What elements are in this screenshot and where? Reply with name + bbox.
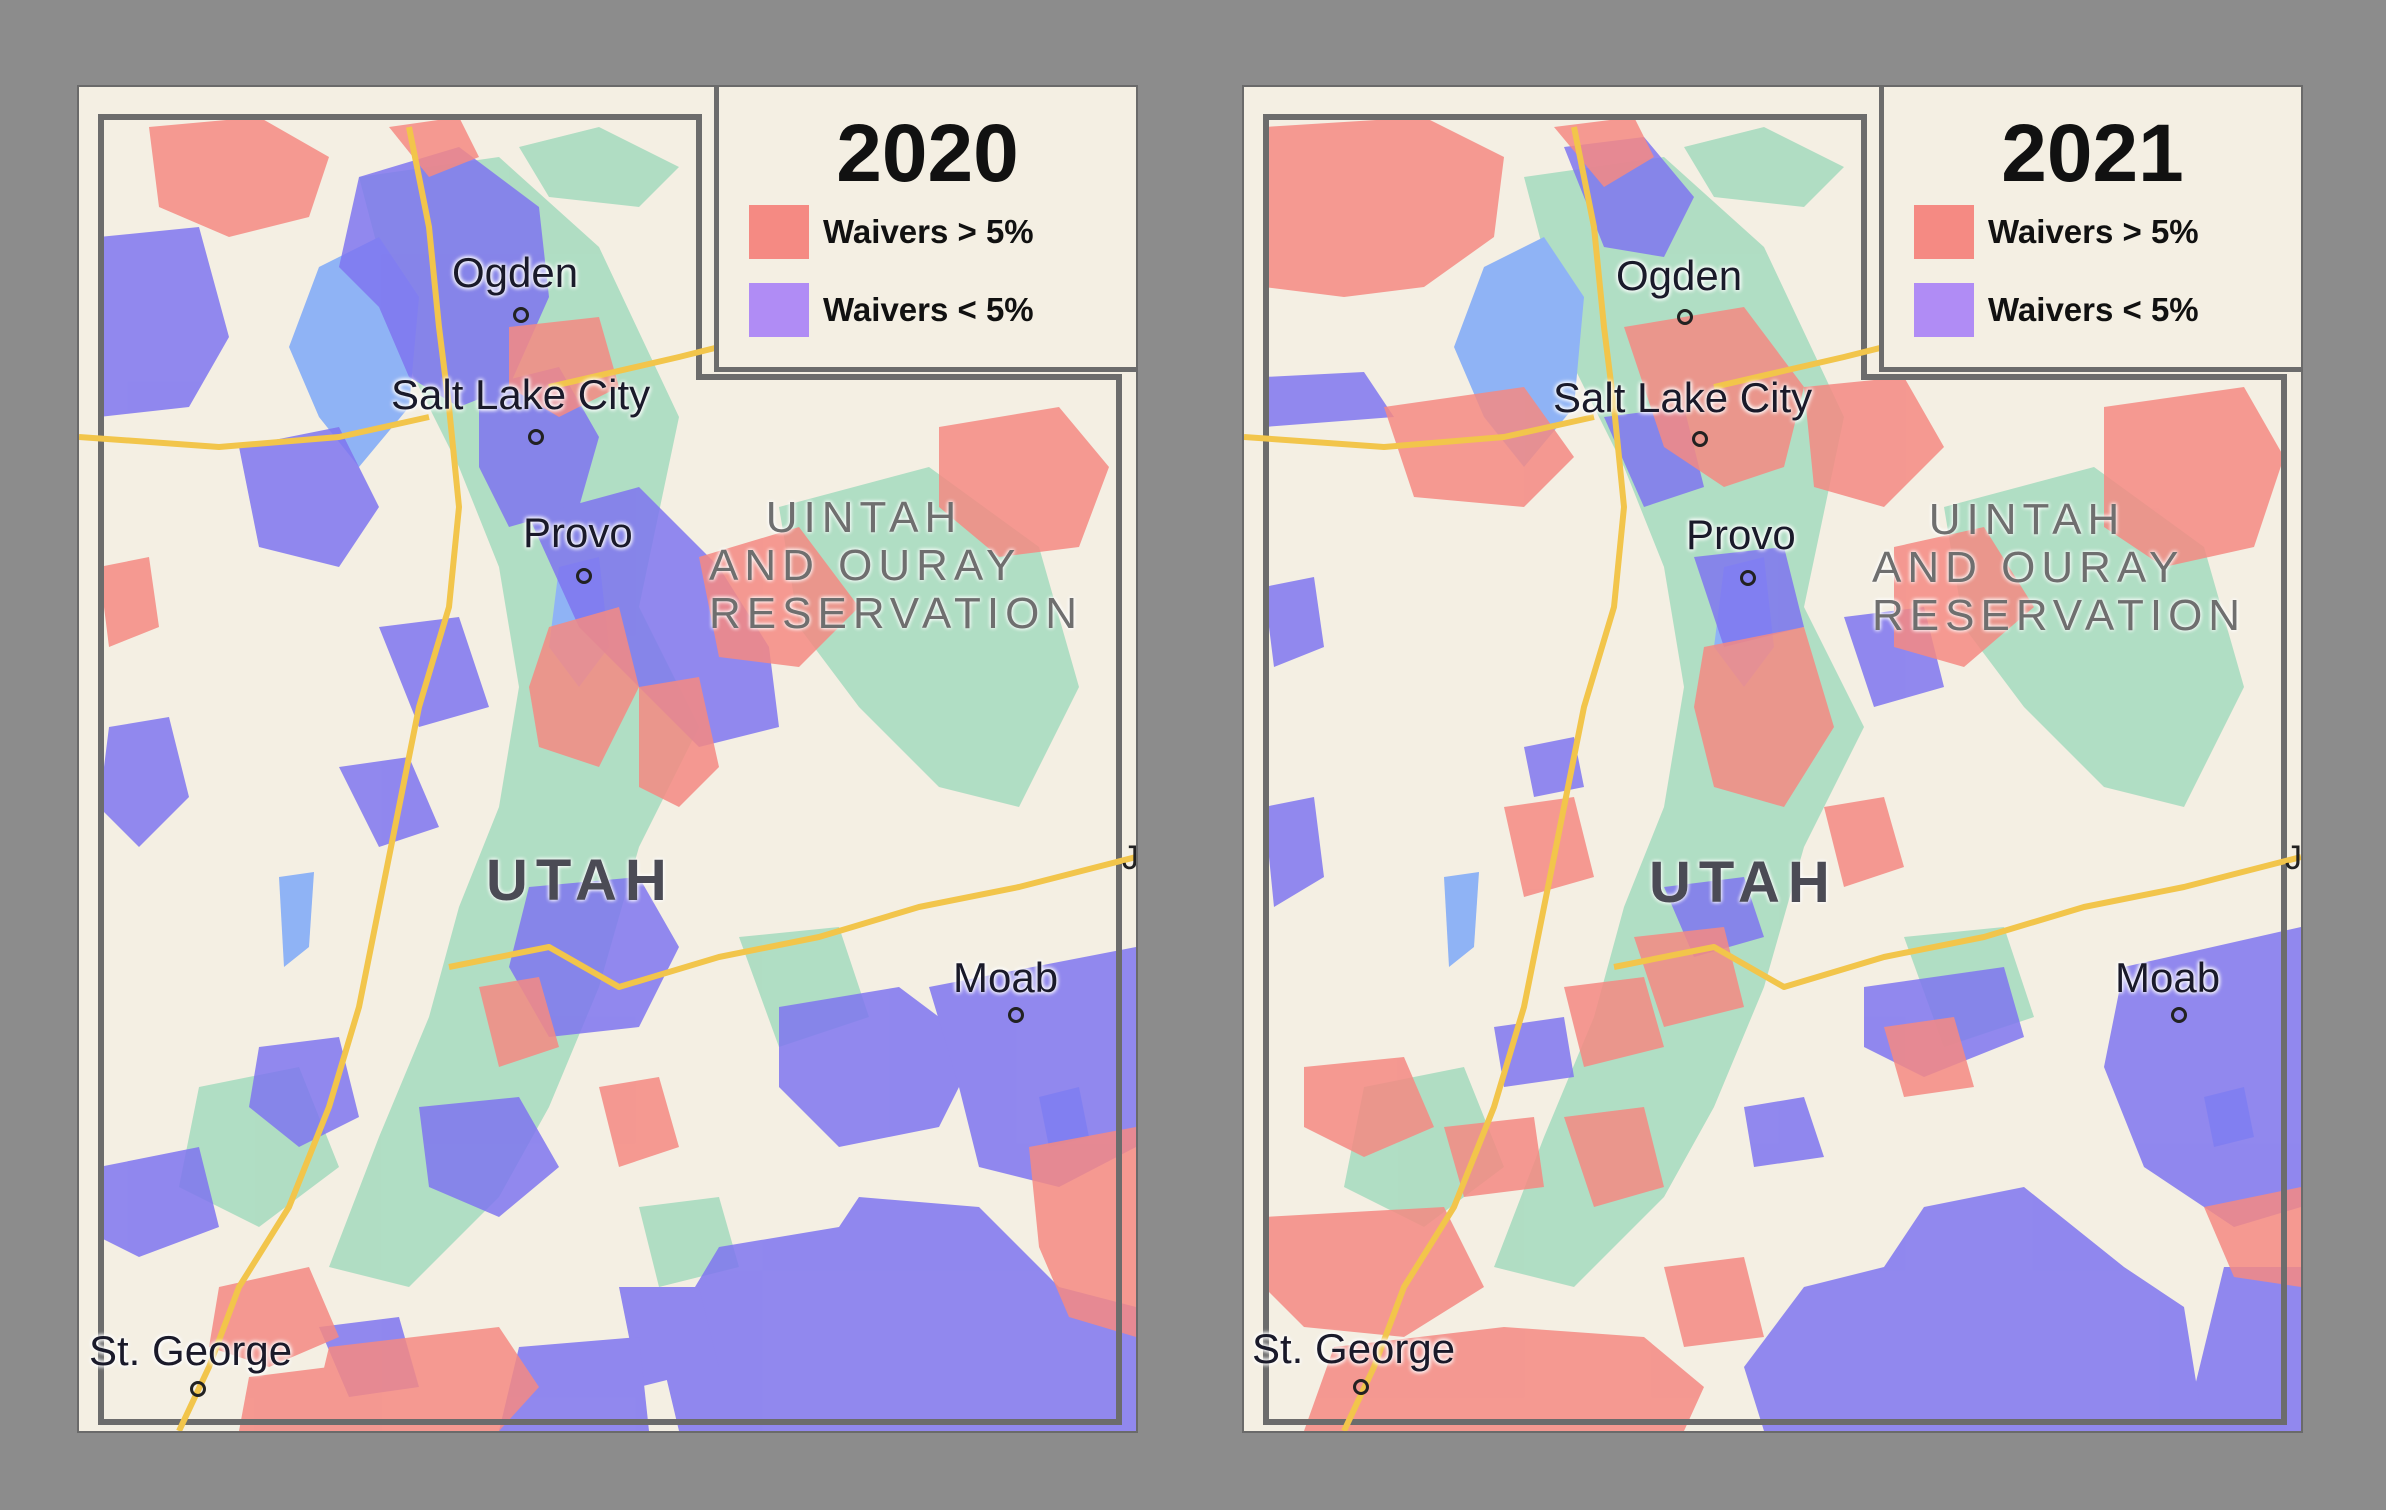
city-marker-moab — [1008, 1007, 1024, 1023]
city-marker-salt-lake-city — [528, 429, 544, 445]
city-label-ogden: Ogden — [1616, 252, 1743, 299]
state-border — [1263, 114, 2287, 1425]
legend-year-title: 2020 — [836, 108, 1019, 199]
legend-label-above: Waivers > 5% — [823, 213, 1034, 250]
legend: 2020 Waivers > 5% Waivers < 5% — [714, 87, 1136, 372]
legend-row-above: Waivers > 5% — [749, 205, 1034, 259]
map-panel-2021: 2021 Waivers > 5% Waivers < 5% Ogden Sal… — [1244, 87, 2301, 1431]
region-label-uintah: UINTAH AND OURAY RESERVATION — [709, 493, 1084, 638]
city-label-moab: Moab — [953, 954, 1059, 1001]
legend: 2021 Waivers > 5% Waivers < 5% — [1879, 87, 2301, 372]
map-graphics-2021 — [1244, 114, 2301, 1431]
city-label-salt-lake-city: Salt Lake City — [1553, 374, 1813, 421]
city-marker-ogden — [513, 307, 529, 323]
city-label-st-george: St. George — [1252, 1325, 1456, 1372]
city-label-moab: Moab — [2115, 954, 2221, 1001]
city-marker-ogden — [1677, 309, 1693, 325]
legend-row-above: Waivers > 5% — [1914, 205, 2199, 259]
region-line-2: AND OURAY — [1872, 543, 2185, 592]
legend-swatch-below — [749, 283, 809, 337]
city-label-provo: Provo — [523, 509, 633, 556]
legend-year-title: 2021 — [2001, 108, 2184, 199]
edge-letter: J — [2285, 839, 2301, 877]
city-label-provo: Provo — [1686, 511, 1796, 558]
legend-label-above: Waivers > 5% — [1988, 213, 2199, 250]
map-graphics-2020 — [79, 114, 1136, 1431]
city-marker-provo — [576, 568, 592, 584]
region-line-2: AND OURAY — [709, 541, 1022, 590]
region-label-uintah: UINTAH AND OURAY RESERVATION — [1872, 495, 2247, 640]
city-marker-st-george — [190, 1381, 206, 1397]
region-line-1: UINTAH — [1928, 495, 2126, 544]
city-marker-moab — [2171, 1007, 2187, 1023]
legend-label-below: Waivers < 5% — [823, 291, 1034, 328]
region-line-3: RESERVATION — [709, 589, 1084, 638]
legend-row-below: Waivers < 5% — [1914, 283, 2199, 337]
region-line-1: UINTAH — [765, 493, 963, 542]
region-line-3: RESERVATION — [1872, 591, 2247, 640]
legend-swatch-above — [749, 205, 809, 259]
legend-swatch-below — [1914, 283, 1974, 337]
waivers-above-areas — [99, 117, 1136, 1431]
waivers-above-areas — [1264, 117, 2301, 1431]
state-label-utah: UTAH — [1649, 850, 1838, 915]
legend-label-below: Waivers < 5% — [1988, 291, 2199, 328]
city-marker-st-george — [1353, 1379, 1369, 1395]
legend-swatch-above — [1914, 205, 1974, 259]
legend-row-below: Waivers < 5% — [749, 283, 1034, 337]
state-label-utah: UTAH — [486, 848, 675, 913]
city-label-salt-lake-city: Salt Lake City — [391, 371, 651, 418]
city-marker-provo — [1740, 570, 1756, 586]
city-label-st-george: St. George — [89, 1327, 293, 1374]
edge-letter: J — [1122, 839, 1136, 877]
city-marker-salt-lake-city — [1692, 431, 1708, 447]
waivers-below-areas — [99, 147, 1136, 1431]
city-label-ogden: Ogden — [452, 249, 579, 296]
map-panel-2020: 2020 Waivers > 5% Waivers < 5% Ogden Sal… — [79, 87, 1136, 1431]
state-border — [98, 114, 1122, 1425]
